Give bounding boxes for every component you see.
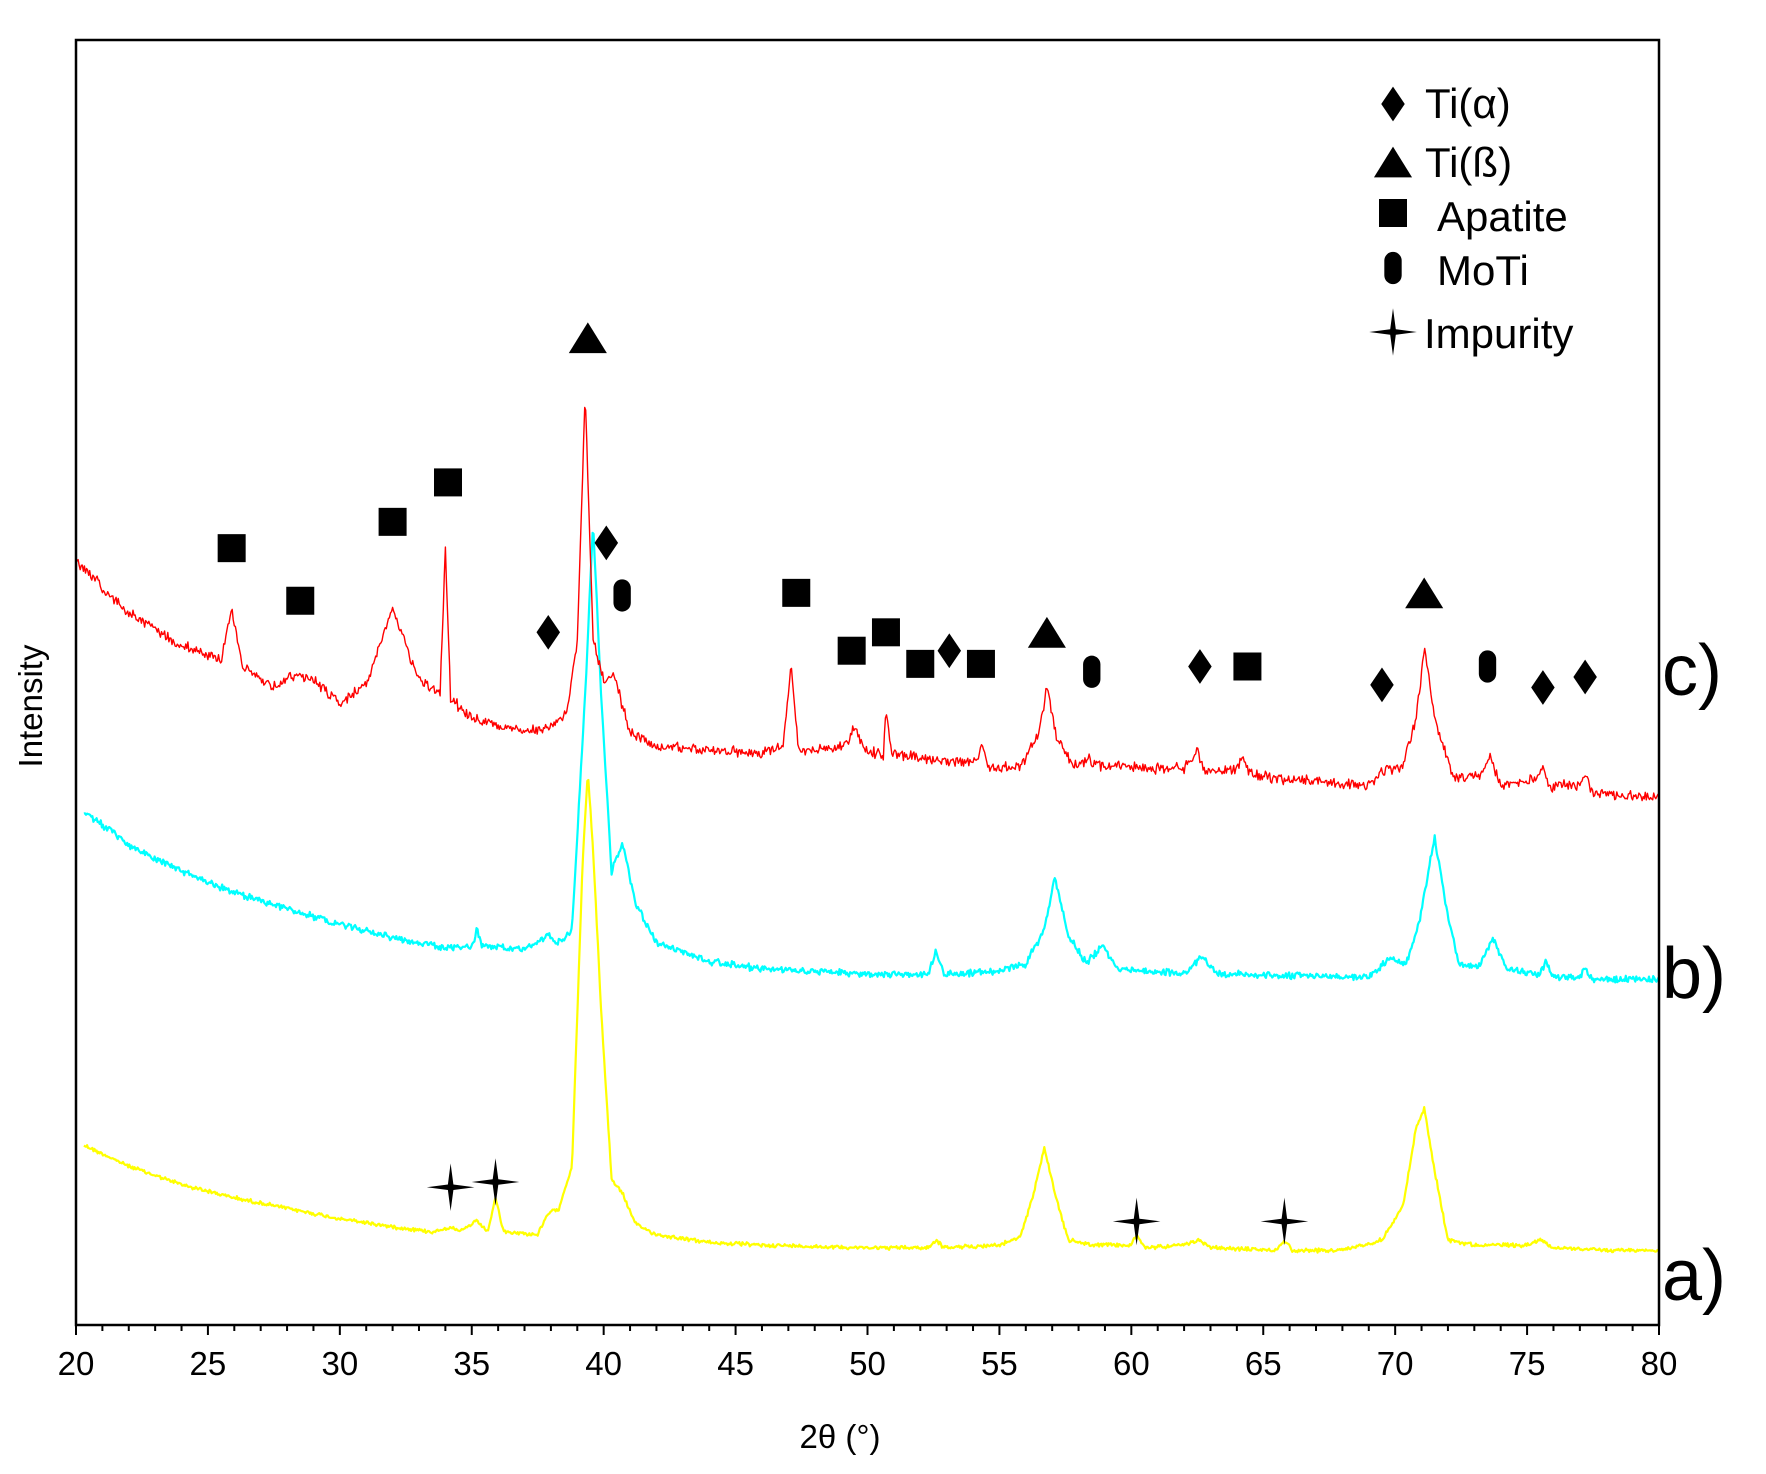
peak-markers (217, 322, 1597, 1246)
x-tick-label: 80 (1641, 1345, 1678, 1382)
peak-marker-square (966, 649, 995, 678)
legend-label-ti-alpha: Ti(α) (1425, 80, 1511, 127)
x-tick-label: 55 (981, 1345, 1018, 1382)
legend-triangle-icon (1373, 146, 1413, 178)
legend-square-icon (1379, 199, 1407, 227)
x-tick-label: 60 (1113, 1345, 1150, 1382)
peak-marker-capsule (1478, 650, 1497, 683)
x-tick-label: 40 (585, 1345, 622, 1382)
peak-marker-diamond (937, 633, 962, 669)
peak-marker-square (837, 636, 866, 665)
peak-marker-square (871, 618, 900, 647)
legend-star-icon (1369, 308, 1417, 356)
x-tick-label: 75 (1509, 1345, 1546, 1382)
peak-marker-star (471, 1158, 520, 1206)
curve-label-b: b) (1662, 934, 1726, 1014)
series-c-line (75, 406, 1660, 802)
legend-label-apatite: Apatite (1437, 193, 1568, 240)
peak-marker-capsule (613, 579, 631, 612)
legend-diamond-icon (1381, 86, 1405, 122)
series-b-line (83, 531, 1660, 984)
legend-label-impurity: Impurity (1424, 310, 1573, 357)
peak-marker-star (1260, 1197, 1309, 1246)
peak-marker-triangle (1027, 616, 1066, 648)
peak-marker-square (217, 534, 246, 563)
peak-marker-triangle (568, 322, 607, 354)
peak-marker-square (378, 507, 407, 536)
legend: Ti(α) Ti(ß) Apatite MoTi Impurity (1369, 80, 1573, 357)
legend-capsule-icon (1384, 251, 1402, 285)
x-tick-label: 25 (190, 1345, 227, 1382)
legend-markers (1369, 86, 1417, 356)
peak-marker-square (1233, 652, 1262, 681)
peak-marker-star (1112, 1197, 1161, 1246)
peak-marker-star (426, 1163, 475, 1211)
peak-marker-diamond (1573, 659, 1597, 695)
x-axis-title: 2θ (°) (799, 1418, 880, 1455)
x-tick-label: 20 (58, 1345, 95, 1382)
peak-marker-diamond (536, 614, 561, 650)
curve-label-c: c) (1662, 631, 1722, 711)
peak-marker-diamond (1188, 649, 1212, 684)
x-tick-label: 65 (1245, 1345, 1282, 1382)
x-tick-label: 30 (321, 1345, 358, 1382)
peak-marker-diamond (1370, 667, 1394, 703)
peak-marker-diamond (594, 525, 619, 561)
peak-marker-square (906, 649, 935, 678)
peak-marker-square (286, 586, 315, 615)
peak-marker-capsule (1083, 655, 1101, 688)
x-axis-ticks: 20 25 30 35 40 45 50 55 60 65 70 75 80 (58, 1325, 1678, 1382)
peak-marker-triangle (1405, 577, 1444, 609)
series-a-line (83, 778, 1659, 1254)
x-tick-label: 45 (717, 1345, 754, 1382)
x-tick-label: 35 (453, 1345, 490, 1382)
peak-marker-diamond (1531, 670, 1555, 705)
series-layer (75, 406, 1660, 1254)
peak-marker-square (434, 468, 463, 497)
legend-label-ti-beta: Ti(ß) (1425, 139, 1512, 186)
peak-marker-square (782, 578, 811, 607)
x-tick-label: 70 (1377, 1345, 1414, 1382)
y-axis-title: Intensity (12, 644, 49, 767)
legend-label-moti: MoTi (1437, 247, 1529, 294)
curve-label-a: a) (1662, 1236, 1726, 1316)
x-tick-label: 50 (849, 1345, 886, 1382)
